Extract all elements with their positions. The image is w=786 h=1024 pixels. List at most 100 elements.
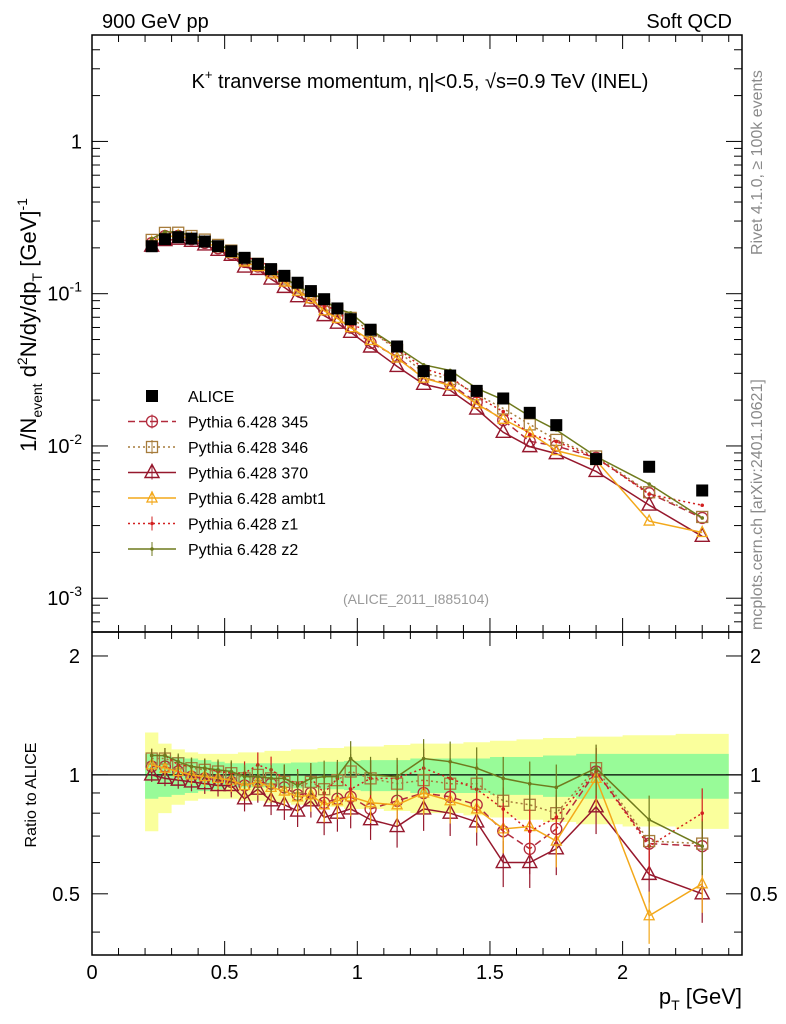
ratio-point-z2 <box>295 783 300 788</box>
ratio-point-p370 <box>196 774 213 790</box>
ratio-point-z2 <box>163 753 167 758</box>
ratio-point-ambt1 <box>158 760 172 773</box>
main-point-ambt1 <box>291 283 304 296</box>
ratio-point-z2 <box>647 817 651 822</box>
main-point-ambt1 <box>331 310 344 324</box>
ratio-point-ambt1 <box>238 778 251 791</box>
main-point-ambt1 <box>344 320 357 333</box>
ratio-point-z2 <box>189 764 194 769</box>
ratio-y-tick-label-left: 2 <box>69 646 80 668</box>
alice-point <box>225 245 238 258</box>
ratio-point-z2 <box>348 756 353 761</box>
ratio-y-tick-label-right: 2 <box>750 646 761 668</box>
ratio-point-z2 <box>282 776 287 781</box>
ratio-band-inner <box>145 753 729 799</box>
ratio-point-z2 <box>176 759 181 764</box>
legend-marker-p345 <box>145 415 159 428</box>
ratio-point-ambt1 <box>198 769 211 782</box>
main-point-p346 <box>696 510 709 524</box>
alice-point <box>158 233 171 246</box>
alice-point <box>251 257 264 270</box>
ratio-point-z1 <box>501 807 506 811</box>
ratio-point-ambt1 <box>304 787 317 800</box>
alice-point <box>212 240 225 253</box>
main-point-z1 <box>501 409 506 414</box>
main-point-p370 <box>587 461 605 478</box>
ratio-point-z2 <box>202 766 207 770</box>
ratio-point-z2 <box>229 769 234 774</box>
main-point-p370 <box>388 356 406 373</box>
analysis-tag: (ALICE_2011_I885104) <box>343 591 489 607</box>
x-tick-label: 0.5 <box>211 962 239 984</box>
alice-point <box>444 369 457 382</box>
ratio-point-z1 <box>554 815 559 820</box>
main-y-tick-label: 1 <box>71 131 82 153</box>
main-point-ambt1 <box>391 350 404 363</box>
ratio-point-p370 <box>209 776 227 792</box>
alice-point <box>318 293 331 306</box>
main-point-z1 <box>647 492 651 497</box>
ratio-point-p370 <box>388 817 406 833</box>
ratio-point-p370 <box>587 797 605 813</box>
x-tick-label: 1 <box>352 962 363 984</box>
ratio-point-z2 <box>368 773 373 777</box>
main-point-z1 <box>322 304 326 308</box>
alice-point <box>344 313 357 326</box>
legend-label-z1: Pythia 6.428 z1 <box>188 517 298 534</box>
main-point-ambt1 <box>304 291 317 304</box>
legend-marker-alice <box>146 390 158 402</box>
legend-marker-z1 <box>150 521 154 526</box>
ratio-point-z2 <box>335 774 340 779</box>
ratio-point-z2 <box>242 774 247 779</box>
main-series-group <box>143 226 711 543</box>
ratio-point-ambt1 <box>145 757 158 770</box>
main-point-ambt1 <box>643 513 656 526</box>
ratio-point-p370 <box>521 853 538 869</box>
main-point-ambt1 <box>470 396 483 409</box>
main-point-z2 <box>700 516 705 520</box>
ratio-point-ambt1 <box>417 785 430 798</box>
main-point-p346 <box>523 418 536 431</box>
legend-marker-ambt1 <box>145 490 159 503</box>
x-tick-label: 1.5 <box>476 962 504 984</box>
plot-title: K+ tranverse momentum, η|<0.5, √s=0.9 Te… <box>192 67 649 93</box>
alice-point <box>643 460 656 473</box>
x-axis-label: pT [GeV] <box>659 984 742 1013</box>
main-point-z1 <box>554 439 559 444</box>
legend-label-p346: Pythia 6.428 346 <box>188 440 308 457</box>
main-point-ambt1 <box>364 333 377 346</box>
ratio-point-z2 <box>216 768 220 772</box>
alice-point <box>291 276 304 289</box>
header-right: Soft QCD <box>646 11 732 33</box>
ratio-point-z2 <box>149 753 154 758</box>
main-y-tick-label: 10-1 <box>47 279 82 306</box>
alice-point <box>198 235 211 248</box>
main-point-z1 <box>527 432 532 437</box>
legend-marker-p370 <box>143 463 161 479</box>
legend-marker-z2 <box>150 547 154 551</box>
main-line-ambt1 <box>151 235 703 534</box>
legend-label-alice: ALICE <box>188 389 234 406</box>
ratio-y-tick-label-left: 1 <box>69 765 80 787</box>
ratio-point-ambt1 <box>643 908 656 921</box>
mcplots-label: mcplots.cern.ch [arXiv:2401.10621] <box>749 379 766 630</box>
alice-point <box>238 251 251 264</box>
main-point-p370 <box>640 495 658 511</box>
ratio-point-ambt1 <box>550 833 563 846</box>
main-y-axis-label: 1/Nevent d2N/dy/dpT [GeV]-1 <box>14 198 45 452</box>
axes-frames <box>91 34 743 956</box>
ratio-point-z2 <box>527 781 532 786</box>
main-point-z1 <box>700 503 705 508</box>
alice-point <box>265 263 278 276</box>
ratio-point-p370 <box>276 795 293 811</box>
x-tick-label: 0 <box>86 962 97 984</box>
alice-point <box>470 384 483 397</box>
alice-point <box>364 323 377 336</box>
legend-label-ambt1: Pythia 6.428 ambt1 <box>188 491 326 508</box>
ratio-point-z1 <box>700 811 705 815</box>
legend-label-p345: Pythia 6.428 345 <box>188 415 308 432</box>
alice-point <box>278 269 291 282</box>
main-y-tick-label: 10-3 <box>47 583 82 610</box>
ratio-point-ambt1 <box>364 795 377 808</box>
